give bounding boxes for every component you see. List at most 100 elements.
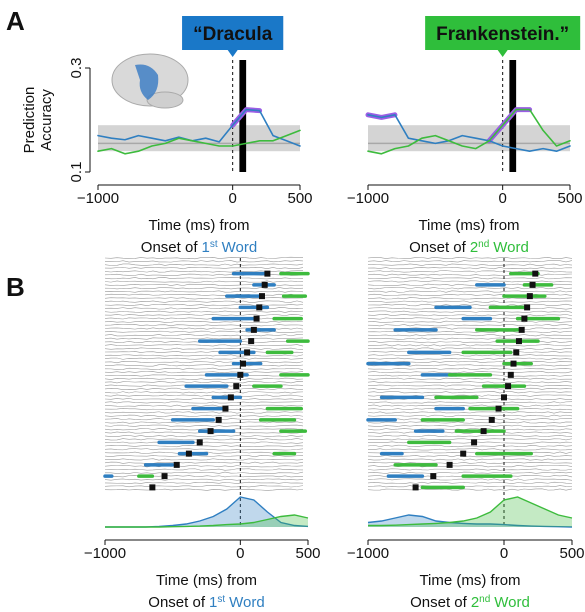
x-axis-label: Time (ms) from <box>418 217 519 234</box>
trial-trace <box>104 347 304 350</box>
trial-trace <box>104 428 304 431</box>
trial-trace <box>367 481 573 484</box>
brain-icon <box>111 53 189 109</box>
x-tick-label: 500 <box>287 190 312 207</box>
word-onset <box>264 270 271 277</box>
word-onset <box>446 461 453 468</box>
callout-box <box>425 16 581 57</box>
trial-trace <box>367 418 573 421</box>
trial-trace <box>367 334 573 337</box>
trial-trace <box>104 444 304 448</box>
trial-trace <box>367 381 573 384</box>
word-onset <box>258 293 265 300</box>
word-onset <box>460 450 467 457</box>
word-onset <box>233 383 240 390</box>
x-tick-label: 0 <box>236 545 244 562</box>
word-onset <box>515 338 522 345</box>
y-axis-label: Accuracy <box>38 89 55 151</box>
trial-trace <box>104 455 304 458</box>
trial-trace <box>104 465 304 468</box>
trial-trace <box>367 424 573 427</box>
trial-trace <box>104 280 304 283</box>
x-tick-label: −1000 <box>347 190 389 207</box>
panel-label: B <box>6 272 25 302</box>
word-onset <box>501 394 507 401</box>
trial-trace <box>104 290 304 293</box>
trial-trace <box>367 488 573 491</box>
x-tick-label: 500 <box>557 190 582 207</box>
trial-trace <box>104 401 304 404</box>
word-onset <box>430 473 437 480</box>
word-onset <box>510 360 517 367</box>
label-part: Word <box>222 239 258 256</box>
label-part: Word <box>229 594 265 611</box>
trial-trace <box>367 300 573 303</box>
callout-text: “Dracula <box>193 24 273 45</box>
trial-trace <box>367 468 573 471</box>
word-onset <box>248 338 255 345</box>
trial-trace <box>104 394 304 397</box>
word-onset <box>207 428 214 435</box>
trial-trace <box>104 458 304 461</box>
x-axis-label: Onset of 2nd Word <box>409 239 529 256</box>
word-onset <box>412 484 419 491</box>
trial-trace <box>104 421 304 424</box>
word-onset <box>244 349 251 356</box>
x-tick-label: 500 <box>295 545 320 562</box>
trial-trace <box>367 391 573 394</box>
trial-trace <box>104 297 304 300</box>
trial-trace <box>367 354 573 357</box>
trial-trace <box>104 448 304 451</box>
trial-trace <box>104 361 304 364</box>
x-axis-label: Time (ms) from <box>419 572 520 589</box>
trial-trace <box>367 384 573 387</box>
label-part: Onset of <box>409 239 467 256</box>
trial-trace <box>367 270 573 273</box>
trial-trace <box>104 468 304 471</box>
trial-trace <box>104 344 304 347</box>
label-part: Word <box>493 239 529 256</box>
label-part: Word <box>494 594 530 611</box>
x-axis-label: Onset of 1st Word <box>148 594 264 611</box>
trial-trace <box>367 310 573 313</box>
word-onset <box>196 439 203 446</box>
trial-trace <box>367 347 573 350</box>
trial-trace <box>367 444 573 448</box>
trial-trace <box>104 263 304 266</box>
trial-trace <box>104 461 304 464</box>
trial-trace <box>104 381 304 384</box>
panel-label: A <box>6 6 25 36</box>
trial-trace <box>367 411 573 414</box>
trial-trace <box>104 267 304 270</box>
trial-trace <box>367 340 573 343</box>
trial-trace <box>367 434 573 438</box>
x-tick-label: −1000 <box>77 190 119 207</box>
density-line <box>105 514 309 528</box>
word-onset <box>256 304 263 311</box>
trial-trace <box>367 441 573 444</box>
trial-trace <box>367 273 573 276</box>
word-onset <box>227 394 234 401</box>
trial-trace <box>367 287 573 290</box>
trial-trace <box>367 377 573 380</box>
trial-trace <box>104 287 304 290</box>
word-onset <box>215 416 222 423</box>
word-onset <box>532 270 539 277</box>
trial-trace <box>367 458 573 461</box>
word-onset <box>524 304 531 311</box>
trial-trace <box>104 397 304 401</box>
trial-trace <box>104 485 304 488</box>
trial-trace <box>367 387 573 391</box>
trial-trace <box>367 367 573 370</box>
label-part: Onset of <box>410 594 468 611</box>
trial-trace <box>104 293 304 297</box>
trial-trace <box>104 320 304 323</box>
trial-trace <box>104 304 304 307</box>
trial-trace <box>104 324 304 327</box>
trial-trace <box>104 334 304 337</box>
trial-trace <box>367 401 573 404</box>
word-onset <box>521 315 528 322</box>
series-line <box>367 108 571 155</box>
trial-trace <box>367 428 573 431</box>
trial-trace <box>367 371 573 374</box>
